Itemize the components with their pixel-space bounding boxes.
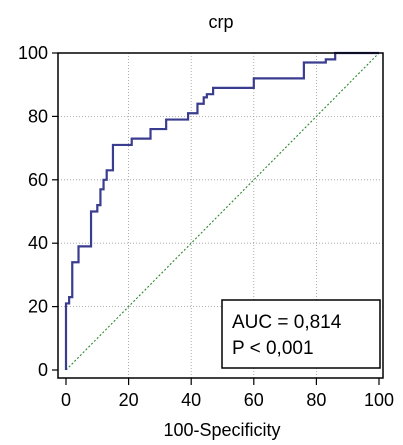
x-tick-label-1: 20 xyxy=(119,390,139,410)
y-tick-label-5: 100 xyxy=(18,43,48,63)
x-axis-ticks: 0 20 40 60 80 100 xyxy=(61,378,394,410)
x-tick-label-4: 80 xyxy=(306,390,326,410)
roc-curve-line xyxy=(64,51,379,370)
chart-title: crp xyxy=(208,12,233,32)
x-tick-label-5: 100 xyxy=(364,390,394,410)
annotation-box: AUC = 0,814 P < 0,001 xyxy=(221,299,381,369)
x-tick-label-0: 0 xyxy=(61,390,71,410)
annotation-box-frame xyxy=(221,299,381,369)
x-tick-label-2: 40 xyxy=(181,390,201,410)
x-axis-label: 100-Specificity xyxy=(163,420,280,440)
p-value-annotation: P < 0,001 xyxy=(232,338,314,359)
y-tick-label-0: 0 xyxy=(38,360,48,380)
y-tick-label-4: 80 xyxy=(28,106,48,126)
y-tick-label-3: 60 xyxy=(28,170,48,190)
y-tick-label-2: 40 xyxy=(28,233,48,253)
x-tick-label-3: 60 xyxy=(244,390,264,410)
plot-frame xyxy=(57,52,384,379)
y-axis-ticks: 0 20 40 60 80 100 xyxy=(18,43,58,380)
auc-annotation: AUC = 0,814 xyxy=(232,312,342,333)
grid xyxy=(58,53,383,378)
y-tick-label-1: 20 xyxy=(28,297,48,317)
roc-curve-series xyxy=(64,51,379,370)
